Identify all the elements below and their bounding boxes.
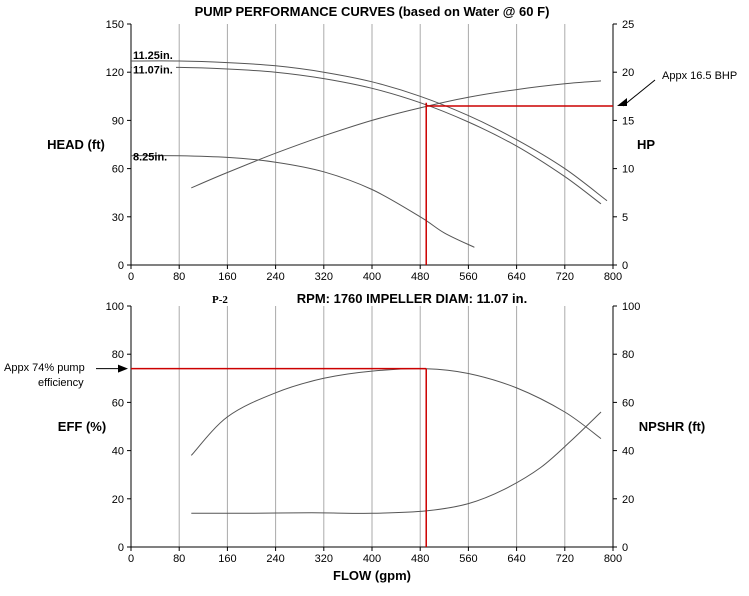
bottom-y-tick-label: 40 — [112, 446, 124, 458]
bottom-y-tick-label: 100 — [106, 301, 124, 313]
top-x-tick-label: 720 — [556, 271, 574, 283]
bottom-x-tick-label: 640 — [507, 553, 525, 565]
bhp-annotation: Appx 16.5 BHP — [662, 70, 737, 82]
bottom-plot-area: 0 80 160 240 320 400 480 560 640 720 8000204060801… — [106, 301, 641, 565]
bottom-y2-tick-label: 40 — [622, 446, 634, 458]
top-x-tick-label: 800 — [604, 271, 622, 283]
bottom-y-tick-label: 0 — [118, 542, 124, 554]
bottom-x-tick-label: 240 — [266, 553, 284, 565]
top-y2-tick-label: 15 — [622, 115, 634, 127]
top-x-tick-label: 320 — [315, 271, 333, 283]
bottom-chart-tag: P-2 — [212, 294, 228, 306]
top-x-tick-label: 240 — [266, 271, 284, 283]
top-x-tick-label: 560 — [459, 271, 477, 283]
top-plot-area: 0 80 160 240 320 400 480 560 640 720 8000306090120… — [106, 19, 635, 283]
top-x-tick-label: 640 — [507, 271, 525, 283]
bottom-curve-npshr — [191, 411, 602, 514]
bottom-y2-tick-label: 20 — [622, 494, 634, 506]
top-y2-tick-label: 0 — [622, 260, 628, 272]
top-y2-axis-label: HP — [637, 137, 655, 152]
bottom-y2-tick-label: 80 — [622, 349, 634, 361]
operating-point-overlay: Appx 16.5 BHP Appx 74% pump efficiency — [4, 70, 737, 547]
bottom-x-axis-label: FLOW (gpm) — [333, 568, 411, 583]
bottom-x-tick-label: 400 — [363, 553, 381, 565]
top-x-tick-label: 0 — [128, 271, 134, 283]
efficiency-annotation-line-2: efficiency — [38, 377, 84, 389]
bottom-y2-tick-label: 60 — [622, 397, 634, 409]
top-y-tick-label: 60 — [112, 164, 124, 176]
impeller-label-8-25-: 8.25in. — [133, 152, 167, 164]
bottom-curve-eff — [190, 368, 602, 456]
label-overlap-mask — [132, 64, 176, 75]
bottom-y-tick-label: 80 — [112, 349, 124, 361]
top-y-tick-label: 120 — [106, 67, 124, 79]
top-x-tick-label: 80 — [173, 271, 185, 283]
top-y-axis-label: HEAD (ft) — [47, 137, 105, 152]
bottom-chart-subtitle: RPM: 1760 IMPELLER DIAM: 11.07 in. — [297, 291, 527, 306]
top-y-tick-label: 30 — [112, 212, 124, 224]
bottom-x-tick-label: 800 — [604, 553, 622, 565]
top-y2-tick-label: 10 — [622, 164, 634, 176]
bottom-x-tick-label: 480 — [411, 553, 429, 565]
top-x-tick-label: 480 — [411, 271, 429, 283]
efficiency-annotation-line-1: Appx 74% pump — [4, 362, 85, 374]
bottom-x-tick-label: 720 — [556, 553, 574, 565]
bottom-x-tick-label: 560 — [459, 553, 477, 565]
bottom-x-tick-label: 0 — [128, 553, 134, 565]
impeller-label-11-07-front: 11.07in. — [133, 64, 173, 76]
bhp-arrow-shaft — [622, 79, 656, 107]
top-y-tick-label: 150 — [106, 19, 124, 31]
top-x-tick-label: 160 — [218, 271, 236, 283]
bottom-y-tick-label: 60 — [112, 397, 124, 409]
top-y-tick-label: 0 — [118, 260, 124, 272]
bottom-y2-tick-label: 100 — [622, 301, 640, 313]
bottom-y-axis-label: EFF (%) — [58, 419, 106, 434]
bottom-x-tick-label: 80 — [173, 553, 185, 565]
bottom-x-tick-label: 320 — [315, 553, 333, 565]
top-y-tick-label: 90 — [112, 115, 124, 127]
bottom-x-tick-label: 160 — [218, 553, 236, 565]
top-curve-11-07in — [130, 66, 602, 205]
top-y2-tick-label: 25 — [622, 19, 634, 31]
top-curve-hp — [191, 80, 602, 189]
top-y2-tick-label: 5 — [622, 212, 628, 224]
top-curve-8-25in — [130, 155, 475, 248]
top-x-tick-label: 400 — [363, 271, 381, 283]
efficiency-arrow-head — [118, 364, 128, 373]
bottom-y-tick-label: 20 — [112, 494, 124, 506]
top-chart-title: PUMP PERFORMANCE CURVES (based on Water … — [195, 4, 550, 19]
bottom-y2-tick-label: 0 — [622, 542, 628, 554]
bottom-y2-axis-label: NPSHR (ft) — [639, 419, 705, 434]
bhp-arrow-head — [617, 97, 627, 106]
impeller-label-11-25-: 11.25in. — [133, 50, 173, 62]
top-y2-tick-label: 20 — [622, 67, 634, 79]
top-curve-11-25in — [130, 60, 608, 202]
